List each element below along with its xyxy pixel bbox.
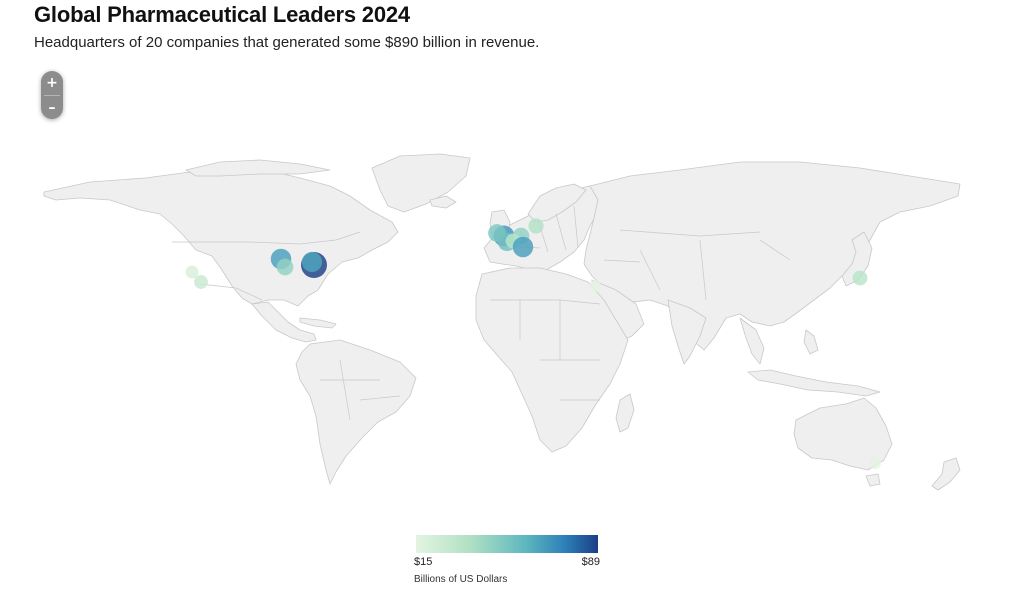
company-hq-marker[interactable] — [301, 251, 323, 273]
philippines-islands — [803, 329, 819, 355]
scandinavia-landmass — [527, 183, 587, 223]
tasmania-island — [865, 473, 881, 487]
asia-borders — [603, 229, 791, 301]
company-hq-marker[interactable] — [276, 258, 294, 276]
south-america-landmass — [295, 339, 417, 485]
marker-layer — [185, 218, 881, 469]
iceland-island — [429, 195, 457, 209]
chart-title: Global Pharmaceutical Leaders 2024 — [34, 2, 410, 27]
new-zealand-islands — [931, 457, 961, 491]
color-legend: $15 $89 Billions of US Dollars — [414, 535, 600, 585]
company-hq-marker[interactable] — [528, 218, 544, 234]
north-america-landmass — [43, 165, 399, 307]
legend-gradient — [416, 535, 598, 553]
world-map[interactable] — [0, 120, 1024, 520]
company-hq-marker[interactable] — [869, 457, 881, 469]
company-hq-marker[interactable] — [589, 280, 601, 292]
madagascar-island — [615, 393, 635, 433]
zoom-control: + – — [41, 71, 63, 119]
zoom-divider — [44, 95, 60, 96]
indian-subcontinent — [667, 299, 707, 365]
legend-min-label: $15 — [414, 556, 433, 568]
central-america-landmass — [251, 301, 317, 343]
company-hq-marker[interactable] — [512, 236, 534, 258]
company-hq-marker[interactable] — [185, 265, 199, 279]
us-mexico-border — [199, 283, 263, 301]
asia-landmass — [583, 161, 961, 351]
southeast-asia-landmass — [739, 317, 765, 365]
arctic-islands — [185, 159, 331, 177]
land-layer — [43, 153, 961, 491]
south-america-borders — [320, 359, 401, 421]
company-hq-marker[interactable] — [194, 275, 208, 289]
indonesia-islands — [747, 369, 881, 397]
country-borders — [172, 205, 791, 421]
australia-landmass — [793, 397, 893, 471]
legend-unit-label: Billions of US Dollars — [414, 574, 508, 585]
africa-borders — [490, 299, 601, 401]
chart-subtitle: Headquarters of 20 companies that genera… — [34, 34, 540, 51]
legend-max-label: $89 — [581, 556, 600, 568]
caribbean-islands — [299, 317, 337, 329]
us-canada-border — [172, 231, 361, 245]
zoom-in-button[interactable]: + — [41, 71, 63, 95]
japan-islands — [841, 231, 873, 287]
company-hq-marker[interactable] — [852, 270, 868, 286]
zoom-out-button[interactable]: – — [41, 96, 63, 119]
greenland-landmass — [371, 153, 471, 213]
